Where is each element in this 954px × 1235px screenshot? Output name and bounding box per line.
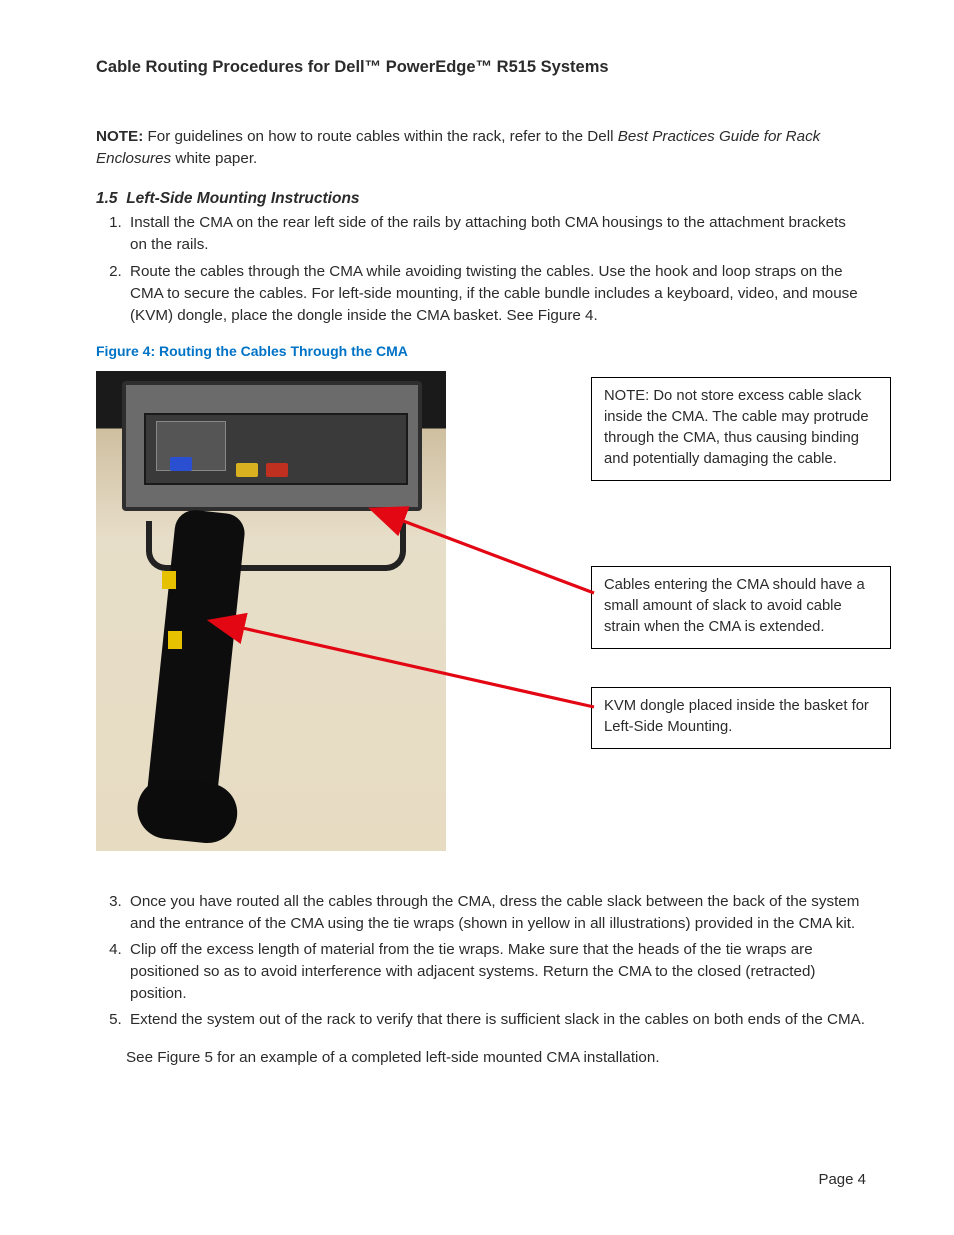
callout-slack: Cables entering the CMA should have a sm… xyxy=(591,566,891,649)
steps-list-b: Once you have routed all the cables thro… xyxy=(96,891,866,1031)
connector-red xyxy=(266,463,288,477)
connector-blue xyxy=(170,457,192,471)
callout-kvm: KVM dongle placed inside the basket for … xyxy=(591,687,891,749)
intro-note: NOTE: For guidelines on how to route cab… xyxy=(96,126,866,170)
closing-note: See Figure 5 for an example of a complet… xyxy=(126,1047,866,1069)
page-number: Page 4 xyxy=(96,1169,866,1191)
figure-caption: Figure 4: Routing the Cables Through the… xyxy=(96,341,866,361)
list-item: Once you have routed all the cables thro… xyxy=(126,891,866,935)
section-title: Left-Side Mounting Instructions xyxy=(126,190,359,207)
note-label: NOTE: xyxy=(96,128,143,145)
note-text-2: white paper. xyxy=(171,150,257,167)
list-item: Install the CMA on the rear left side of… xyxy=(126,212,866,256)
tie-wrap xyxy=(162,571,176,589)
list-item: Extend the system out of the rack to ver… xyxy=(126,1009,866,1031)
list-item: Clip off the excess length of material f… xyxy=(126,939,866,1005)
tie-wrap xyxy=(168,631,182,649)
callout-text: NOTE: Do not store excess cable slack in… xyxy=(604,388,869,467)
connector-yellow xyxy=(236,463,258,477)
callout-note-excess: NOTE: Do not store excess cable slack in… xyxy=(591,377,891,481)
document-title: Cable Routing Procedures for Dell™ Power… xyxy=(96,56,866,80)
section-number: 1.5 xyxy=(96,190,118,207)
steps-list-a: Install the CMA on the rear left side of… xyxy=(96,212,866,326)
section-heading: 1.5 Left-Side Mounting Instructions xyxy=(96,188,866,210)
list-item: Route the cables through the CMA while a… xyxy=(126,261,866,327)
figure-4: NOTE: Do not store excess cable slack in… xyxy=(96,371,866,871)
server-chassis xyxy=(122,381,422,511)
note-text-1: For guidelines on how to route cables wi… xyxy=(143,128,617,145)
figure-photo xyxy=(96,371,446,851)
callout-text: Cables entering the CMA should have a sm… xyxy=(604,577,865,635)
callout-text: KVM dongle placed inside the basket for … xyxy=(604,698,869,735)
